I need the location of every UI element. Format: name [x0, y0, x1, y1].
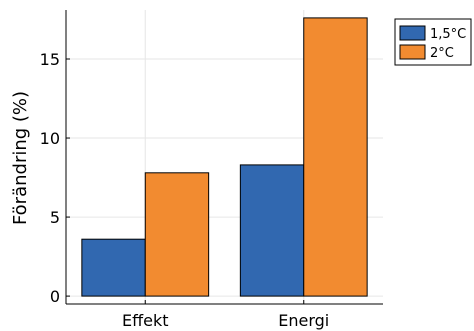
y-tick-label: 5 — [50, 208, 60, 227]
x-tick-label: Energi — [278, 311, 329, 330]
bar-energi-series-1 — [239, 164, 305, 297]
legend-label: 2°C — [430, 46, 454, 61]
legend: 1,5°C 2°C — [394, 18, 472, 66]
legend-swatch — [399, 25, 426, 41]
legend-label: 1,5°C — [430, 27, 466, 42]
y-axis-title: Förändring (%) — [10, 91, 31, 225]
axes — [65, 10, 383, 305]
y-tick-label: 15 — [40, 50, 60, 69]
bar-energi-series-2 — [303, 17, 368, 297]
y-tick-label: 10 — [40, 129, 60, 148]
y-tick-label: 0 — [50, 287, 60, 306]
x-tick-label: Effekt — [122, 311, 169, 330]
bars — [81, 17, 368, 297]
x-tick-labels: Effekt Energi — [122, 311, 329, 330]
y-tick-labels: 0 5 10 15 — [40, 50, 60, 306]
bar-effekt-series-1 — [81, 238, 146, 297]
bar-effekt-series-2 — [144, 172, 210, 297]
legend-swatch — [399, 44, 426, 60]
